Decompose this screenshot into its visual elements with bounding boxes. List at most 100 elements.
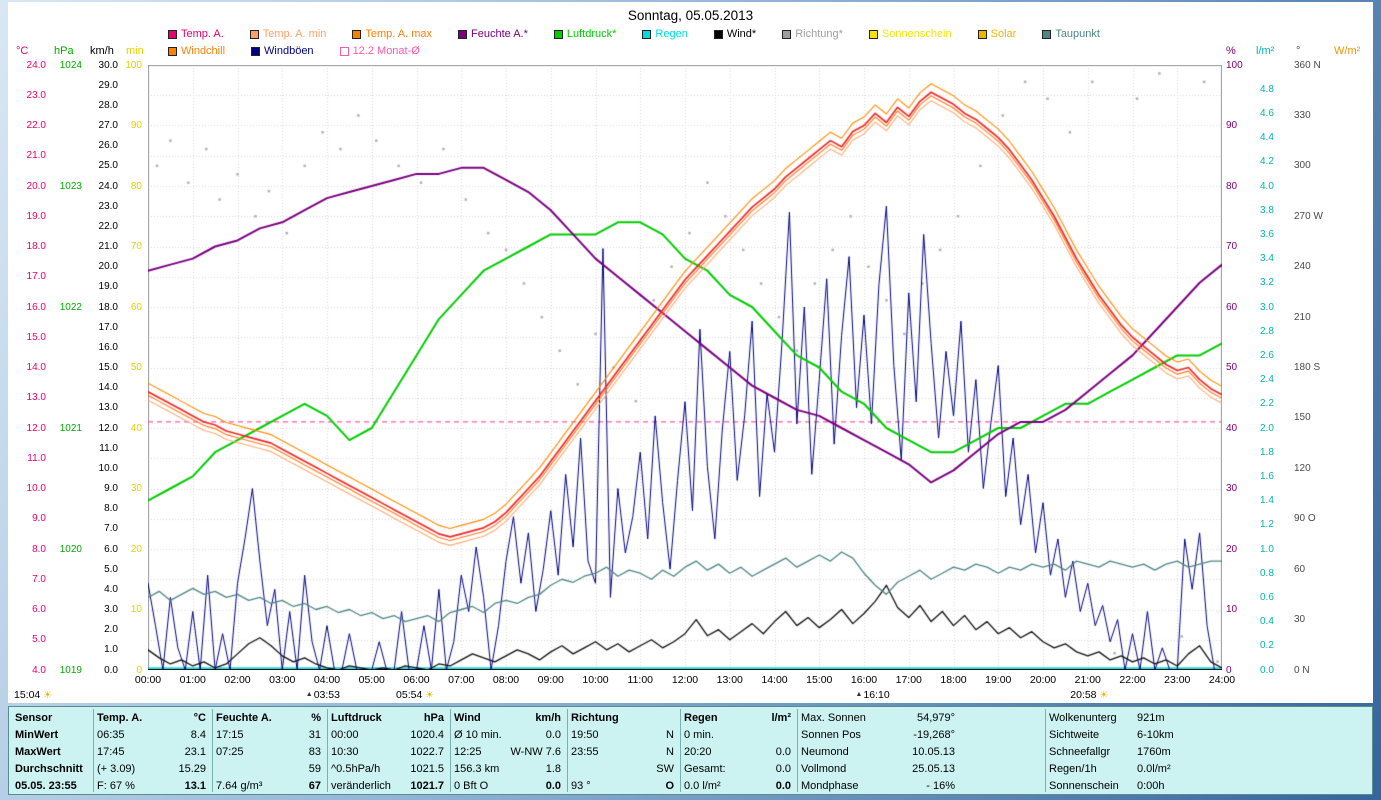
stats-cell-value: O (665, 780, 674, 792)
axis-label-rain: 2.6 (1260, 349, 1274, 361)
legend-item-temp-a-min[interactable]: Temp. A. min (249, 28, 326, 40)
legend-item-temp-a[interactable]: Temp. A. (168, 28, 224, 40)
legend-item-richtung[interactable]: Richtung* (782, 28, 843, 40)
stats-info-label: Sichtweite (1049, 729, 1100, 741)
stats-cell-label: 23:55 (571, 746, 599, 758)
axis-label-wind: 29.0 (98, 79, 118, 91)
axis-label-humidity: 100 (1226, 59, 1243, 71)
legend-label: Temp. A. (181, 28, 224, 40)
stats-row-label: 05.05. 23:55 (15, 780, 77, 792)
axis-label-temp: 17.0 (26, 271, 46, 283)
legend-item-windb-en[interactable]: Windböen (251, 45, 314, 57)
stats-cell-value: 83 (308, 746, 321, 758)
temp-a-max-swatch-icon (352, 29, 362, 39)
legend-row-1: Temp. A. Temp. A. min Temp. A. max Feuchte … (168, 28, 1100, 40)
axis-label-wind: 30.0 (98, 59, 118, 71)
axis-label-rain: 3.6 (1260, 228, 1274, 240)
legend-item-temp-a-max[interactable]: Temp. A. max (352, 28, 432, 40)
stats-cell-label: ^0.5hPa/h (331, 763, 381, 775)
stats-cell-value: W-NW 7.6 (510, 746, 561, 758)
axis-label-wind: 11.0 (99, 442, 118, 454)
stats-cell-label: 17:15 (216, 729, 244, 741)
sun-icon: ☀ (1096, 690, 1109, 701)
legend-label: 12.2 Monat-Ø (352, 45, 420, 57)
stats-cell-value: 1021.7 (410, 780, 444, 792)
stats-info-value: 1760m (1137, 746, 1171, 758)
legend-item-solar[interactable]: Solar (977, 28, 1016, 40)
axis-label-rain: 4.8 (1260, 83, 1274, 95)
axis-label-temp: 15.0 (26, 331, 46, 343)
stats-column-separator (327, 709, 328, 792)
legend-label: Sonnenschein (881, 28, 952, 40)
axis-label-rain: 4.4 (1260, 132, 1274, 144)
axis-label-temp: 22.0 (26, 120, 46, 131)
temp-a-swatch-icon (168, 29, 177, 39)
legend-item-taupunkt[interactable]: Taupunkt (1042, 28, 1100, 40)
rise-icon: ▲ (855, 691, 863, 698)
stats-column-separator (93, 709, 94, 792)
stats-info-label: Sonnenschein (1049, 780, 1119, 792)
axis-header-wind: km/h (90, 45, 114, 57)
stats-cell-value: 23.1 (184, 746, 206, 758)
windchill-swatch-icon (168, 46, 177, 56)
stats-cell-value: 0.0 (775, 746, 791, 758)
axis-label-sunshine: 90 (130, 120, 142, 131)
stats-row-label: Durchschnitt (15, 763, 83, 775)
axis-label-direction: 90 O (1294, 513, 1316, 525)
legend-label: Windböen (264, 45, 314, 57)
time-axis-label: 13:00 (716, 674, 743, 686)
luftdruck-swatch-icon (553, 29, 563, 39)
axis-label-wind: 27.0 (98, 120, 118, 131)
legend-label: Temp. A. max (365, 28, 433, 40)
axis-label-rain: 4.0 (1260, 180, 1274, 192)
weather-chart-canvas[interactable] (148, 65, 1222, 670)
stats-cell-label: Ø 10 min. (454, 729, 502, 741)
time-axis-label: 04:00 (313, 674, 341, 686)
legend-item-luftdruck[interactable]: Luftdruck* (553, 28, 616, 40)
axis-label-direction: 240 (1294, 261, 1311, 273)
stats-col-header-wind: Wind (454, 712, 481, 724)
time-label: 03:53 (313, 689, 340, 701)
time-axis-label: 15:00 (806, 674, 833, 686)
axis-label-wind: 19.0 (98, 281, 118, 293)
axis-label-direction: 210 (1294, 311, 1311, 323)
axis-label-rain: 1.8 (1260, 446, 1274, 458)
axis-label-wind: 7.0 (104, 523, 118, 535)
legend-item-sonnenschein[interactable]: Sonnenschein (868, 28, 952, 40)
legend-item-feuchte-a[interactable]: Feuchte A.* (458, 28, 528, 40)
stats-cell-label: 0 min. (684, 729, 714, 741)
axis-label-wind: 4.0 (104, 583, 118, 595)
axis-label-wind: 18.0 (98, 301, 118, 313)
axis-label-wind: 16.0 (98, 341, 118, 353)
axis-label-wind: 23.0 (98, 200, 118, 212)
axis-label-wind: 17.0 (98, 321, 118, 333)
time-axis-label: 08:00 (492, 674, 520, 686)
axis-label-rain: 1.2 (1260, 519, 1274, 531)
axis-label-humidity: 90 (1226, 120, 1238, 131)
axis-header-pressure: hPa (54, 45, 74, 57)
stats-info-label: Max. Sonnen (801, 712, 866, 724)
regen-swatch-icon (642, 29, 652, 39)
stats-info-value: 0:00h (1137, 780, 1165, 792)
legend-item-regen[interactable]: Regen (642, 28, 688, 40)
axis-header-humidity: % (1226, 45, 1236, 57)
temp-a-min-swatch-icon (249, 29, 259, 39)
stats-info-value: 6-10km (1137, 729, 1174, 741)
legend-item-wind[interactable]: Wind* (713, 28, 756, 40)
stats-cell-value: 0.0 (545, 780, 561, 792)
stats-cell-value: 8.4 (190, 729, 206, 741)
axis-label-temp: 21.0 (26, 150, 46, 162)
axis-label-rain: 1.0 (1260, 543, 1274, 555)
axis-label-wind: 14.0 (98, 382, 118, 394)
legend-item-windchill[interactable]: Windchill (168, 45, 225, 57)
stats-col-header-feuchte-a: Feuchte A. (216, 712, 272, 724)
axis-label-temp: 20.0 (26, 180, 46, 192)
axis-label-temp: 6.0 (32, 604, 46, 615)
stats-cell-label: F: 67 % (97, 780, 135, 792)
axis-header-direction: ° (1296, 45, 1301, 57)
stats-cell-label: 19:50 (571, 729, 599, 741)
time-axis-label: 10:00 (582, 674, 609, 686)
stats-col-header-richtung: Richtung (571, 712, 619, 724)
stats-info-label: Mondphase (801, 780, 859, 792)
legend-item-12-2-monat[interactable]: 12.2 Monat-Ø (339, 45, 420, 57)
